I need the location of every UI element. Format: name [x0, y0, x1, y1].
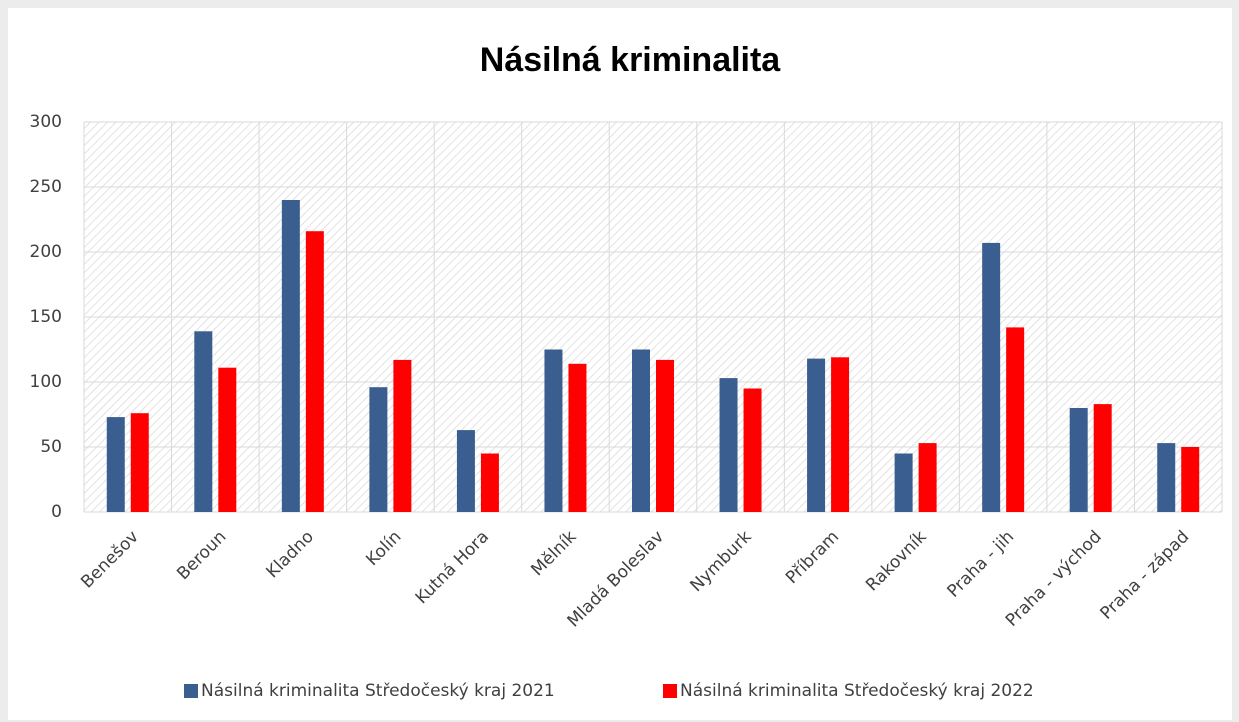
chart-title: Násilná kriminalita [480, 41, 782, 79]
bar [369, 387, 388, 512]
bar [982, 242, 1001, 512]
y-tick-label: 50 [40, 437, 62, 457]
bar [719, 378, 738, 512]
bar [1069, 408, 1088, 512]
bar [106, 417, 125, 512]
bar [831, 357, 850, 512]
legend-swatch [184, 684, 198, 698]
bar [743, 388, 762, 512]
bar [1181, 447, 1200, 512]
bar [1093, 404, 1112, 512]
legend-swatch [663, 684, 677, 698]
y-tick-label: 150 [30, 307, 62, 327]
bar [918, 443, 937, 512]
y-tick-label: 250 [30, 177, 62, 197]
legend-label: Násilná kriminalita Středočeský kraj 202… [680, 681, 1034, 701]
bar [194, 331, 213, 512]
bar [894, 453, 913, 512]
bar [568, 363, 587, 512]
y-tick-label: 100 [30, 372, 62, 392]
bar [218, 367, 237, 512]
y-tick-label: 0 [51, 502, 62, 522]
bar [480, 453, 499, 512]
bar [656, 359, 674, 512]
y-tick-label: 300 [30, 112, 62, 132]
legend-label: Násilná kriminalita Středočeský kraj 202… [201, 681, 555, 701]
bar [305, 231, 324, 512]
bar [632, 349, 650, 512]
bar [807, 358, 826, 512]
bar [130, 413, 149, 512]
bar [456, 430, 475, 512]
y-tick-label: 200 [30, 242, 62, 262]
bar [1006, 327, 1025, 512]
bar [544, 349, 563, 512]
bar [393, 359, 412, 512]
bar [1157, 443, 1176, 512]
bar [281, 200, 300, 512]
